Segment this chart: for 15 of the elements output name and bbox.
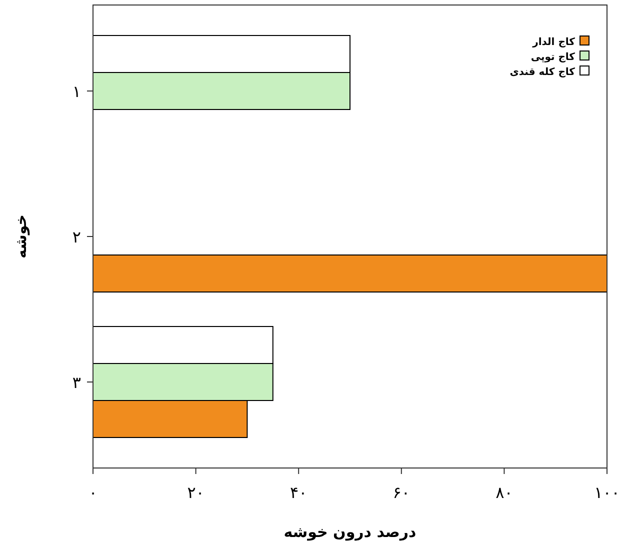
- x-axis-title: درصد درون خوشه: [284, 523, 417, 541]
- x-tick-label: ۱۰۰: [594, 483, 620, 502]
- legend-label: کاج الدار: [532, 37, 576, 48]
- bar: [92, 254, 608, 292]
- y-tick-label: ۲: [72, 228, 81, 246]
- y-axis-title: خوشه: [12, 214, 30, 259]
- x-tick-label: ۲۰: [187, 483, 204, 502]
- legend-label: کاج کله قندی: [510, 67, 576, 78]
- y-tick-label: ۱: [72, 82, 81, 101]
- x-tick-label: ۴۰: [290, 483, 308, 502]
- x-tick-label: ۸۰: [496, 483, 513, 502]
- y-tick-label: ۳: [72, 373, 82, 392]
- x-tick-label: ۰: [88, 483, 98, 502]
- x-tick-label: ۶۰: [392, 483, 410, 502]
- legend-label: کاج توپی: [530, 52, 576, 63]
